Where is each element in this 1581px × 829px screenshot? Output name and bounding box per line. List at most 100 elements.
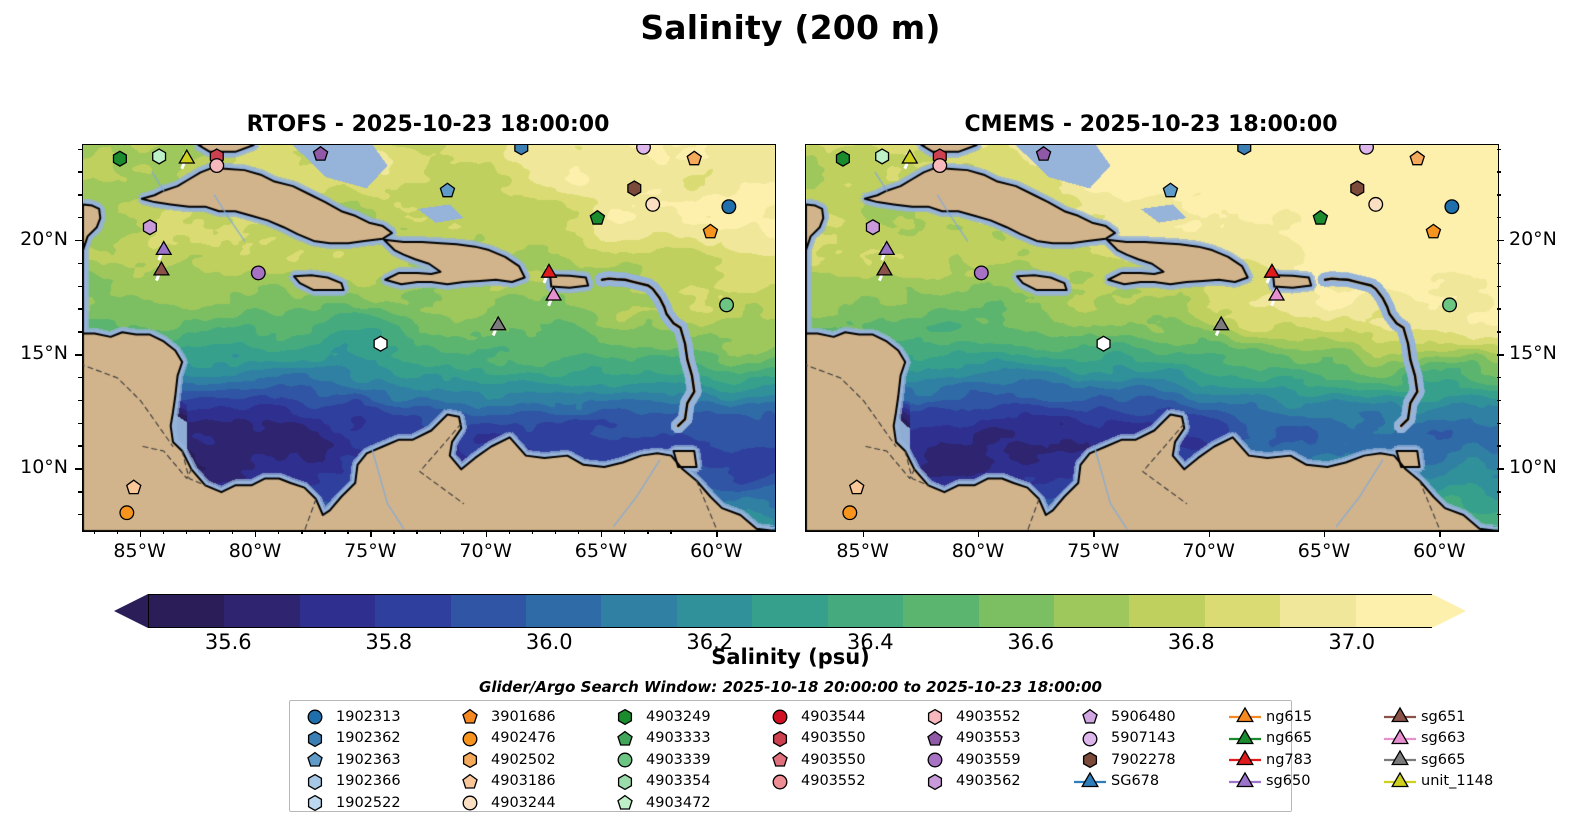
ytick-minor — [1497, 194, 1501, 196]
map-panel-cmems[interactable] — [805, 144, 1499, 532]
legend-item[interactable]: 1902366 — [298, 771, 401, 793]
triangle-marker — [1383, 706, 1417, 727]
legend-item[interactable]: 4903552 — [763, 771, 866, 793]
ytick-minor — [78, 148, 82, 150]
legend-item-label: 4903550 — [801, 730, 866, 747]
xtick-major — [601, 530, 603, 537]
ytick-label-right: 15°N — [1509, 342, 1557, 365]
legend-item[interactable]: 4903552 — [918, 706, 1021, 728]
map-marker-sg650 — [878, 240, 896, 255]
legend-item[interactable]: 4903544 — [763, 706, 866, 728]
legend-item[interactable]: sg651 — [1383, 706, 1493, 728]
legend-item[interactable]: 4903553 — [918, 728, 1021, 750]
legend-item-label: sg663 — [1421, 730, 1466, 747]
legend-item[interactable]: 4903354 — [608, 771, 711, 793]
legend-marker-glyph — [617, 752, 633, 768]
map-glider-track — [1212, 315, 1230, 337]
legend-item[interactable]: 4902502 — [453, 749, 556, 771]
colorbar-gradient — [148, 594, 1433, 628]
figure-title: Salinity (200 m) — [640, 8, 941, 47]
colorbar-segment — [1053, 595, 1132, 627]
colorbar-segment — [1129, 595, 1207, 627]
colorbar-segment — [676, 595, 755, 627]
legend-item[interactable]: 4903472 — [608, 792, 711, 814]
legend-item[interactable]: sg663 — [1383, 728, 1493, 750]
map-marker-4903472 — [875, 148, 890, 165]
legend-item[interactable]: 1902313 — [298, 706, 401, 728]
colorbar-segment — [1204, 595, 1283, 627]
map-glider-track — [875, 260, 893, 282]
legend-marker-glyph — [462, 731, 478, 747]
legend-item[interactable]: 7902278 — [1073, 749, 1176, 771]
map-marker-4903244 — [645, 196, 661, 212]
legend-item[interactable]: 3901686 — [453, 706, 556, 728]
ytick-minor — [78, 171, 82, 173]
legend-marker-glyph — [772, 730, 788, 747]
map-marker-ng783 — [540, 263, 558, 278]
map-panel-rtofs[interactable] — [82, 144, 776, 532]
ytick-minor — [78, 445, 82, 447]
legend-item[interactable]: 4903559 — [918, 749, 1021, 771]
map-marker-4903559 — [973, 265, 989, 281]
map-marker-4903249 — [112, 150, 127, 167]
legend-item[interactable]: 4903550 — [763, 749, 866, 771]
legend-marker-glyph — [307, 730, 323, 747]
legend-item[interactable]: 4903249 — [608, 706, 711, 728]
pentagon-marker — [608, 728, 642, 749]
legend-item[interactable]: ng665 — [1228, 728, 1312, 750]
hexagon-marker — [1073, 749, 1107, 770]
legend-item[interactable]: 1902363 — [298, 749, 401, 771]
panel-title-rtofs: RTOFS - 2025-10-23 18:00:00 — [246, 112, 610, 137]
xtick-minor — [508, 530, 511, 534]
hexagon-marker — [298, 728, 332, 749]
map-marker-marker-white — [373, 335, 388, 352]
xtick-minor — [462, 530, 464, 534]
legend-marker-glyph — [1391, 706, 1409, 723]
map-marker-4903553 — [1035, 145, 1052, 161]
legend-item-label: 4903333 — [646, 730, 711, 747]
legend-item[interactable]: 4903186 — [453, 771, 556, 793]
xtick-major — [370, 530, 372, 537]
legend-item[interactable]: 1902522 — [298, 792, 401, 814]
colorbar[interactable]: 35.6 35.8 36.0 36.2 36.4 36.6 36.8 37.0 — [114, 594, 1466, 654]
map-marker-4903552 — [209, 158, 225, 174]
xtick-minor — [624, 530, 626, 534]
legend-item[interactable]: 4903339 — [608, 749, 711, 771]
xtick-major — [255, 530, 257, 537]
legend-item[interactable]: SG678 — [1073, 771, 1176, 793]
legend-item[interactable]: unit_1148 — [1383, 771, 1493, 793]
legend-item[interactable]: sg665 — [1383, 749, 1493, 771]
legend-marker-glyph — [462, 709, 478, 724]
map-marker-sg651 — [875, 260, 893, 276]
legend-item[interactable]: ng615 — [1228, 706, 1312, 728]
ytick-major — [1497, 468, 1504, 470]
ytick-minor — [1497, 285, 1501, 287]
pentagon-marker — [918, 728, 952, 749]
ytick-minor — [1497, 217, 1501, 219]
circle-marker — [1073, 728, 1107, 749]
map-glider-track — [152, 260, 170, 282]
ytick-minor — [78, 194, 82, 196]
legend-item[interactable]: ng783 — [1228, 749, 1312, 771]
legend-item-label: 4903354 — [646, 773, 711, 790]
legend-item[interactable]: 4903562 — [918, 771, 1021, 793]
legend-item[interactable]: 4903550 — [763, 728, 866, 750]
xtick-label: 65°W — [574, 540, 628, 562]
legend-marker-glyph — [1082, 709, 1098, 724]
map-glider-track — [540, 263, 558, 284]
xtick-major — [716, 530, 718, 537]
xtick-major — [862, 530, 865, 537]
legend-marker-glyph — [1236, 728, 1254, 744]
legend-item[interactable]: sg650 — [1228, 771, 1312, 793]
legend-item[interactable]: 4903333 — [608, 728, 711, 750]
legend-box[interactable]: 1902313 1902362 1902363 1902366 1902522 39016… — [289, 700, 1493, 814]
legend-item[interactable]: 5906480 — [1073, 706, 1176, 728]
legend-item[interactable]: 4902476 — [453, 728, 556, 750]
colorbar-segment — [1280, 595, 1358, 627]
legend-item[interactable]: 1902362 — [298, 728, 401, 750]
map-marker-sg663 — [1268, 285, 1286, 301]
legend-item[interactable]: 4903244 — [453, 792, 556, 814]
legend-item[interactable]: 5907143 — [1073, 728, 1176, 750]
circle-marker — [763, 771, 797, 792]
